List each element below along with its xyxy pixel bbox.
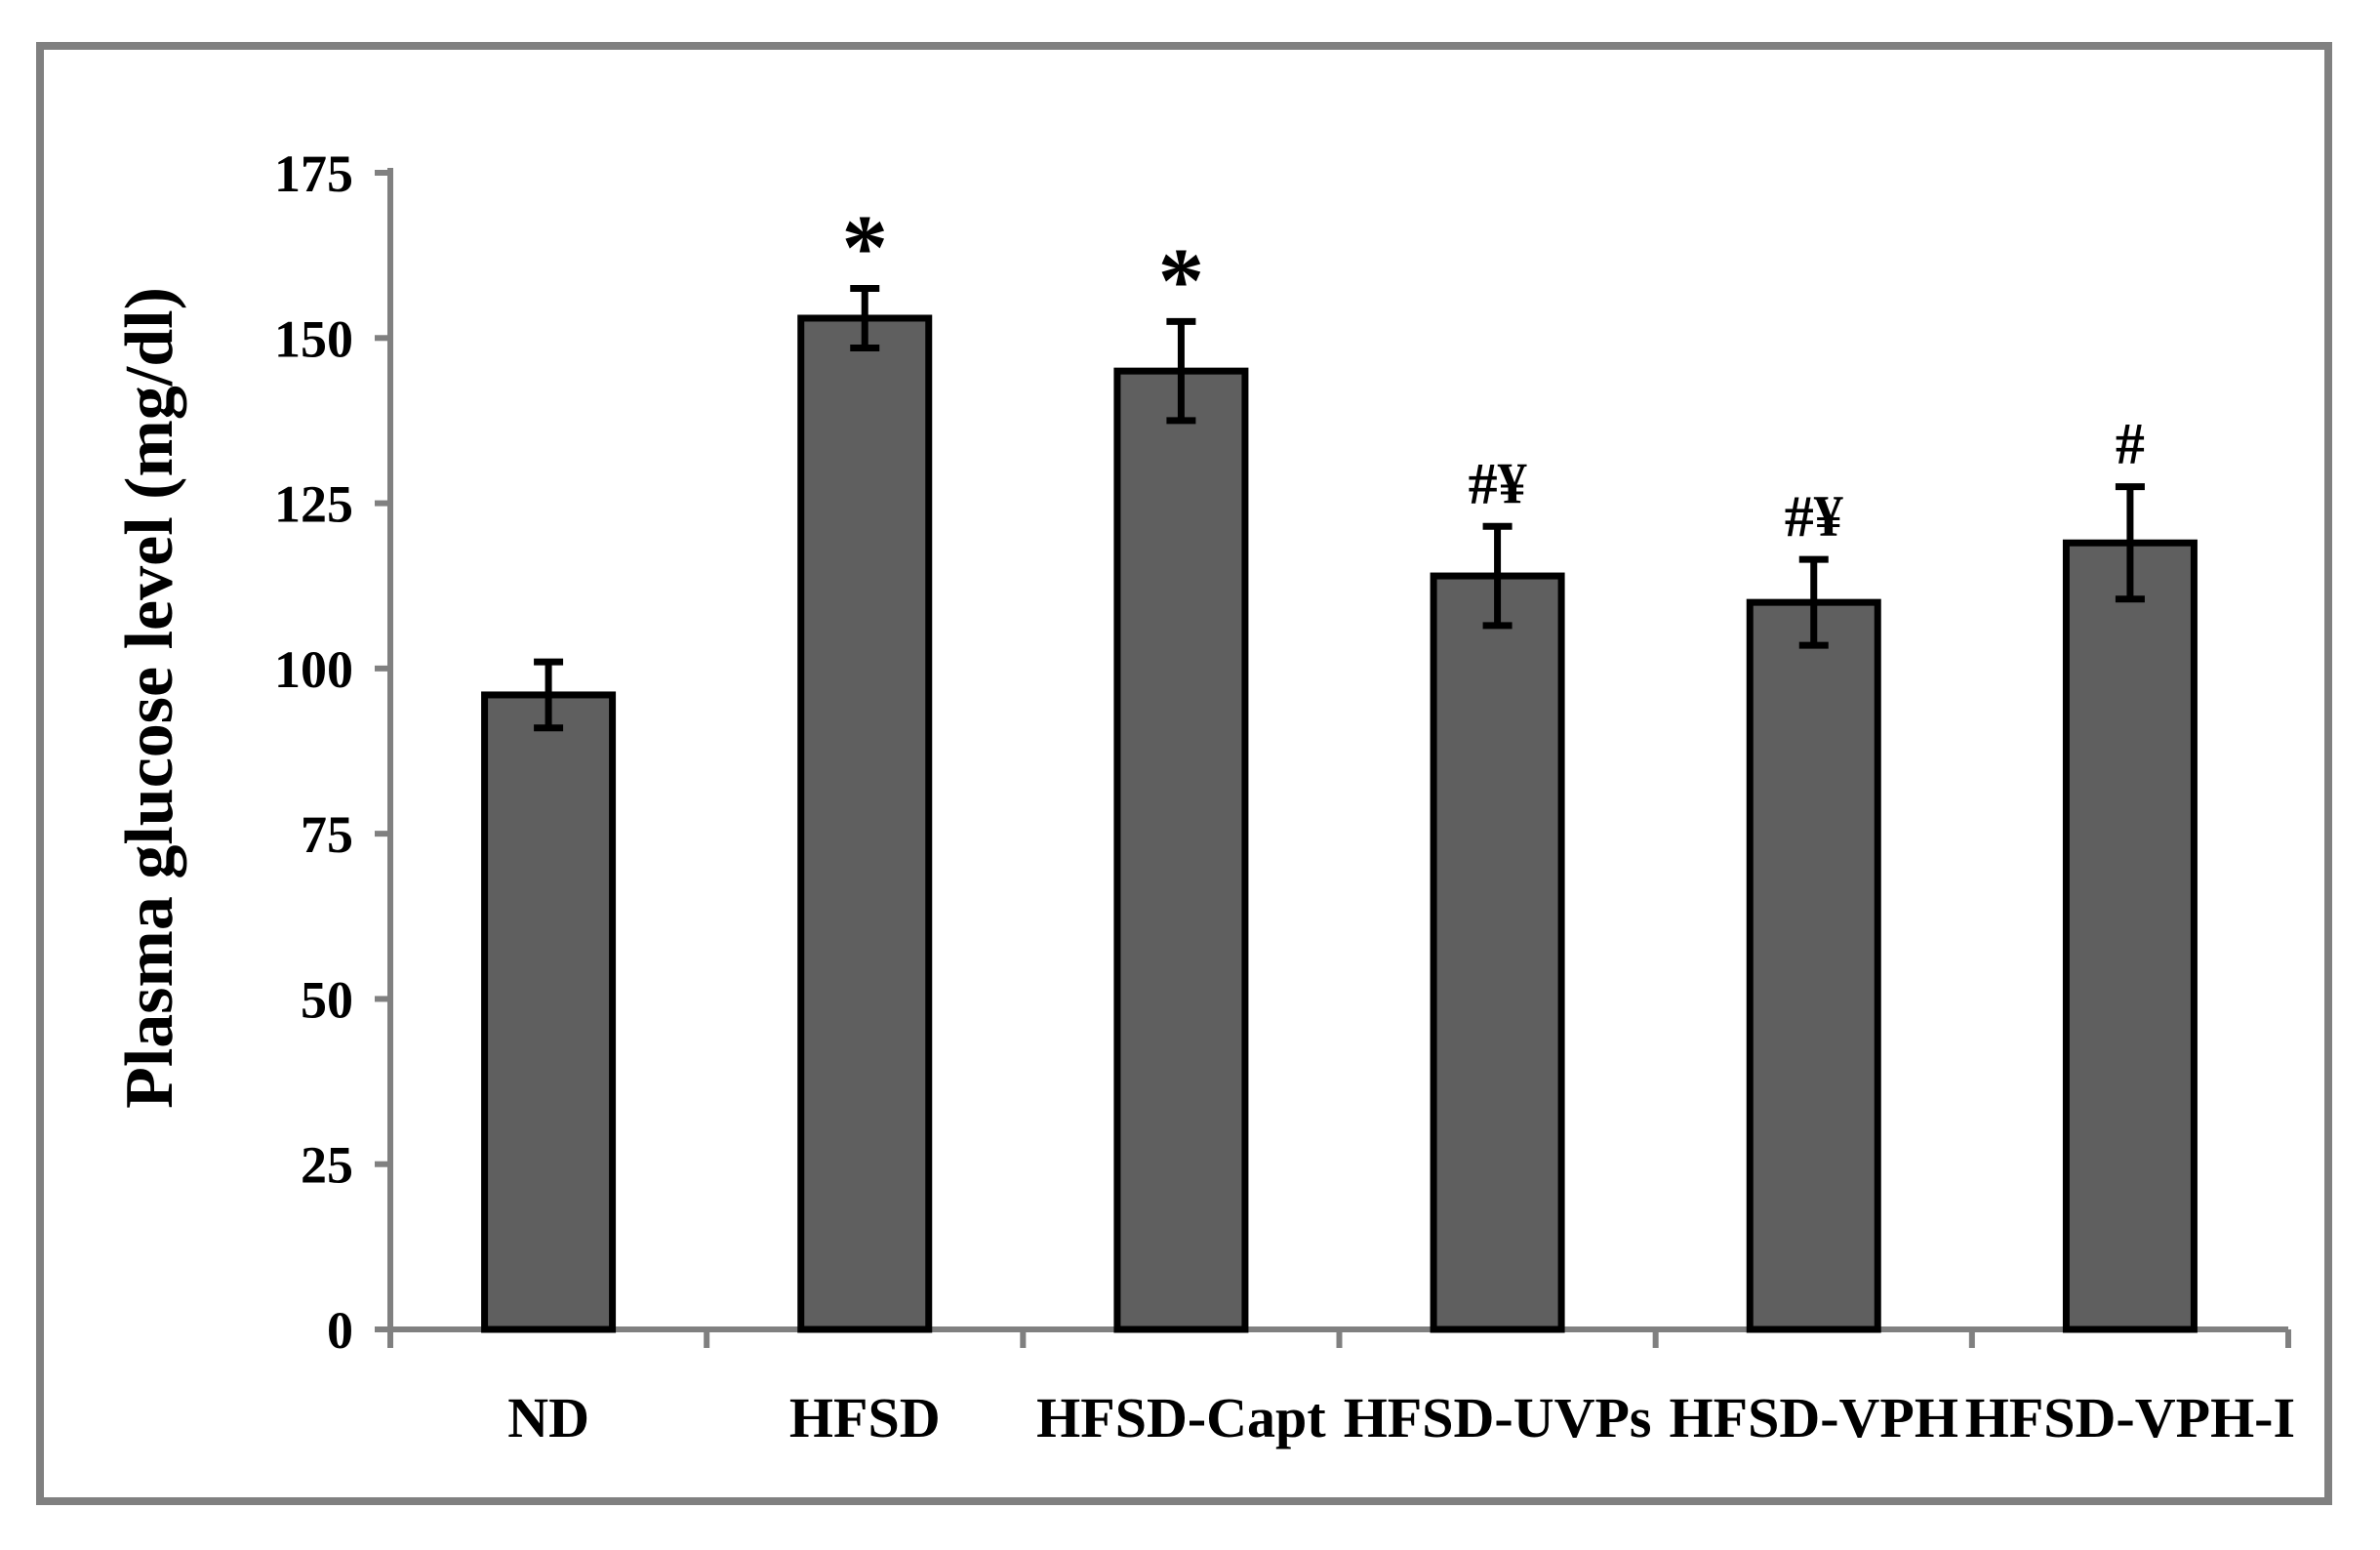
- significance-marker: *: [842, 196, 889, 300]
- significance-marker: #: [2116, 412, 2145, 476]
- x-axis-label: HFSD-UVPs: [1344, 1386, 1652, 1449]
- bar: [1430, 572, 1565, 1333]
- bar: [797, 314, 933, 1333]
- bar: [481, 691, 617, 1333]
- x-axis-label: HFSD-Capt: [1036, 1386, 1326, 1449]
- y-tick-label: 125: [274, 475, 353, 534]
- significance-marker: #¥: [1469, 451, 1527, 515]
- y-tick-label: 0: [327, 1301, 353, 1360]
- y-tick-label: 25: [301, 1136, 353, 1195]
- y-tick-label: 50: [301, 970, 353, 1029]
- y-tick-label: 100: [274, 640, 353, 699]
- x-axis-label: HFSD-VPH: [1670, 1386, 1958, 1449]
- x-axis-label: HFSD-VPH-I: [1965, 1386, 2295, 1449]
- bar: [2062, 539, 2198, 1333]
- y-axis-title: Plasma glucose level (mg/dl): [112, 287, 187, 1109]
- y-tick-label: 150: [274, 309, 353, 368]
- significance-marker: #¥: [1785, 484, 1843, 549]
- bar: [1113, 367, 1249, 1333]
- figure-frame: [36, 42, 2332, 1505]
- significance-marker: *: [1158, 228, 1205, 332]
- x-axis-label: HFSD: [789, 1386, 941, 1449]
- y-tick-label: 75: [301, 805, 353, 864]
- y-tick-label: 175: [274, 144, 353, 203]
- x-axis-label: ND: [507, 1386, 589, 1449]
- bar: [1746, 598, 1881, 1333]
